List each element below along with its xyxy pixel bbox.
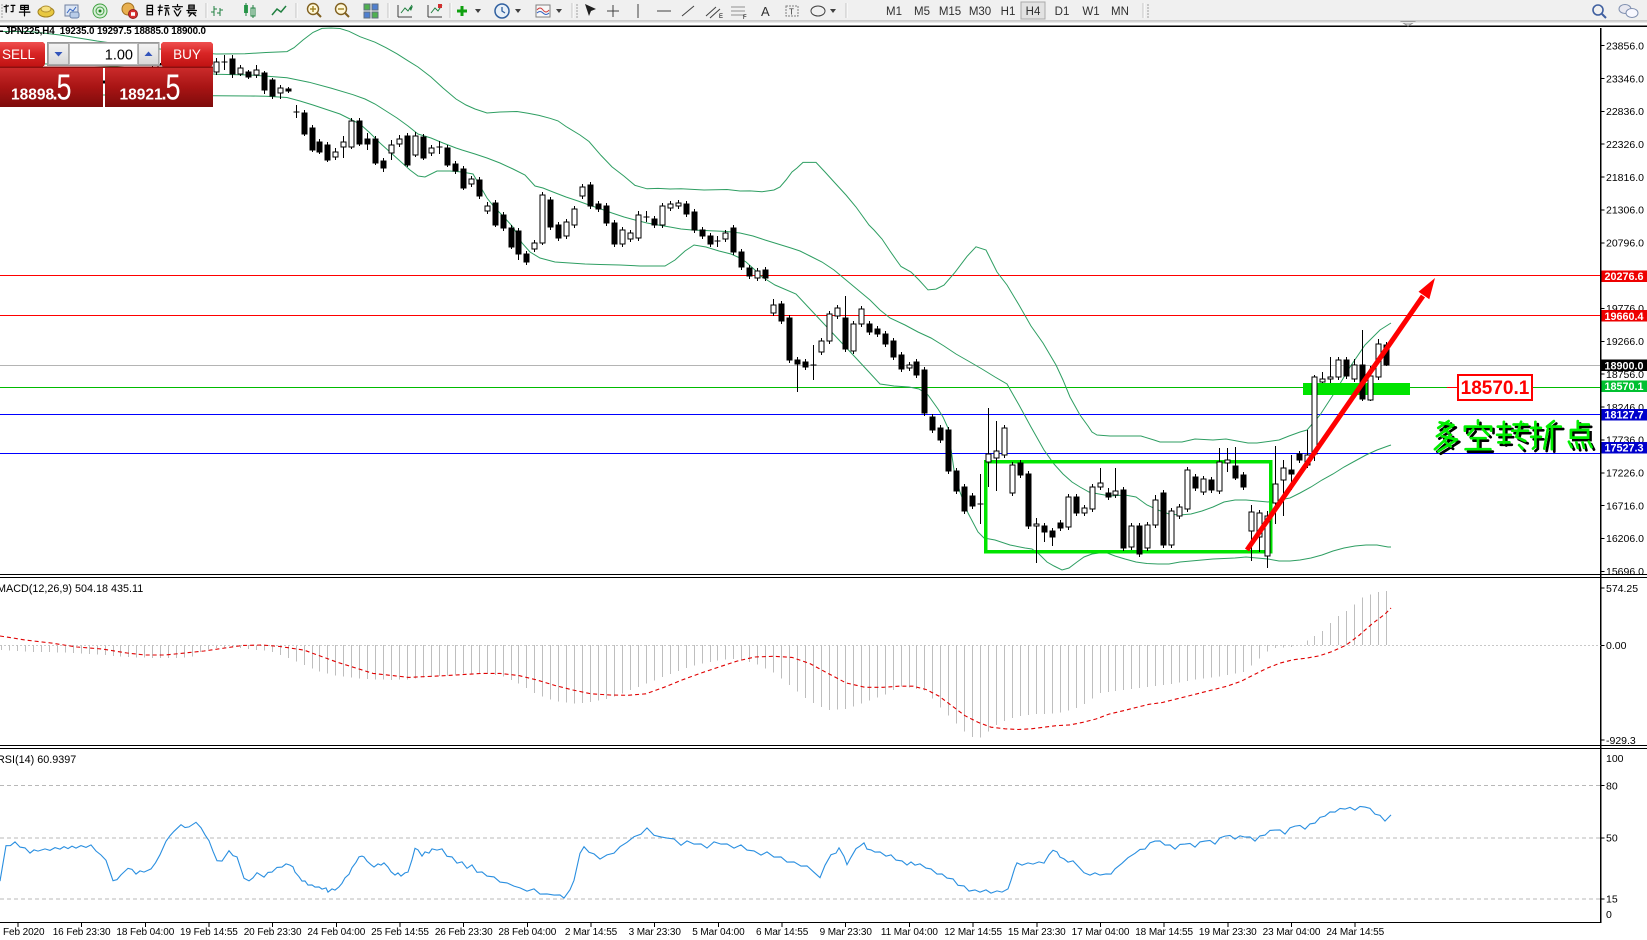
svg-text:19266.0: 19266.0: [1606, 336, 1644, 348]
svg-text:RSI(14) 60.9397: RSI(14) 60.9397: [0, 754, 76, 766]
svg-text:20796.0: 20796.0: [1606, 238, 1644, 250]
svg-text:5: 5: [166, 67, 181, 108]
svg-text:H1: H1: [1001, 6, 1016, 18]
svg-text:17527.3: 17527.3: [1605, 442, 1644, 454]
svg-text:24 Mar 14:55: 24 Mar 14:55: [1326, 927, 1384, 938]
svg-text:0: 0: [1606, 909, 1612, 921]
svg-text:16 Feb 23:30: 16 Feb 23:30: [53, 927, 111, 938]
svg-text:11 Mar 04:00: 11 Mar 04:00: [881, 927, 939, 938]
svg-text:19 Feb 14:55: 19 Feb 14:55: [180, 927, 238, 938]
svg-text:3 Mar 23:30: 3 Mar 23:30: [629, 927, 682, 938]
svg-text:M1: M1: [886, 6, 902, 18]
svg-text:24 Feb 04:00: 24 Feb 04:00: [307, 927, 365, 938]
svg-text:M30: M30: [969, 6, 991, 18]
svg-text:-929.3: -929.3: [1606, 735, 1636, 747]
svg-text:E: E: [719, 14, 723, 20]
svg-text:H4: H4: [1026, 6, 1041, 18]
svg-text:22326.0: 22326.0: [1606, 139, 1644, 151]
svg-text:1.00: 1.00: [105, 48, 133, 64]
svg-text:18898: 18898: [11, 87, 54, 104]
svg-text:21306.0: 21306.0: [1606, 205, 1644, 217]
svg-text:19 Mar 23:30: 19 Mar 23:30: [1199, 927, 1257, 938]
svg-text:F: F: [743, 15, 747, 21]
svg-text:22836.0: 22836.0: [1606, 106, 1644, 118]
svg-text:5 Mar 04:00: 5 Mar 04:00: [692, 927, 745, 938]
svg-text:18570.1: 18570.1: [1605, 381, 1644, 393]
svg-text:JPN225,H4 19235.0 19297.5 188: JPN225,H4 19235.0 19297.5 18885.0 18900.…: [5, 26, 207, 37]
svg-text:23346.0: 23346.0: [1606, 73, 1644, 85]
svg-text:M15: M15: [939, 6, 961, 18]
svg-text:100: 100: [1606, 753, 1624, 765]
svg-text:M5: M5: [914, 6, 930, 18]
svg-text:17 Mar 04:00: 17 Mar 04:00: [1072, 927, 1130, 938]
svg-text:28 Feb 04:00: 28 Feb 04:00: [498, 927, 556, 938]
svg-text:MACD(12,26,9) 504.18 435.11: MACD(12,26,9) 504.18 435.11: [0, 583, 143, 595]
svg-text:18127.7: 18127.7: [1605, 410, 1644, 422]
svg-text:18921: 18921: [120, 87, 163, 104]
svg-text:18 Feb 04:00: 18 Feb 04:00: [116, 927, 174, 938]
svg-text:15 Mar 23:30: 15 Mar 23:30: [1008, 927, 1066, 938]
svg-text:5: 5: [57, 67, 72, 108]
svg-text:T: T: [789, 8, 794, 17]
svg-text:15: 15: [1606, 894, 1618, 906]
svg-text:A: A: [761, 4, 770, 19]
svg-text:W1: W1: [1082, 6, 1099, 18]
svg-text:0.00: 0.00: [1606, 640, 1627, 652]
svg-text:.: .: [162, 84, 167, 104]
svg-text:BUY: BUY: [173, 47, 201, 62]
svg-text:16206.0: 16206.0: [1606, 533, 1644, 545]
svg-text:D1: D1: [1055, 6, 1070, 18]
svg-text:.: .: [53, 84, 58, 104]
svg-text:23 Mar 04:00: 23 Mar 04:00: [1263, 927, 1321, 938]
svg-text:12 Mar 14:55: 12 Mar 14:55: [944, 927, 1002, 938]
svg-text:50: 50: [1606, 833, 1618, 845]
svg-text:15696.0: 15696.0: [1606, 566, 1644, 578]
svg-text:26 Feb 23:30: 26 Feb 23:30: [435, 927, 493, 938]
svg-text:SELL: SELL: [2, 47, 36, 62]
svg-text:Feb 2020: Feb 2020: [3, 927, 45, 938]
svg-text:9 Mar 23:30: 9 Mar 23:30: [820, 927, 873, 938]
svg-text:80: 80: [1606, 780, 1618, 792]
svg-text:574.25: 574.25: [1606, 583, 1638, 595]
svg-text:MN: MN: [1111, 6, 1129, 18]
svg-text:18756.0: 18756.0: [1606, 369, 1644, 381]
svg-text:6 Mar 14:55: 6 Mar 14:55: [756, 927, 809, 938]
svg-text:18900.0: 18900.0: [1605, 360, 1644, 372]
svg-text:18570.1: 18570.1: [1461, 378, 1530, 399]
svg-text:18 Mar 14:55: 18 Mar 14:55: [1135, 927, 1193, 938]
svg-text:16716.0: 16716.0: [1606, 500, 1644, 512]
svg-text:2 Mar 14:55: 2 Mar 14:55: [565, 927, 618, 938]
svg-text:20 Feb 23:30: 20 Feb 23:30: [244, 927, 302, 938]
svg-text:17226.0: 17226.0: [1606, 467, 1644, 479]
svg-text:25 Feb 14:55: 25 Feb 14:55: [371, 927, 429, 938]
svg-text:21816.0: 21816.0: [1606, 172, 1644, 184]
svg-text:20276.6: 20276.6: [1605, 271, 1644, 283]
svg-text:23856.0: 23856.0: [1606, 40, 1644, 52]
svg-text:19660.4: 19660.4: [1605, 311, 1644, 323]
